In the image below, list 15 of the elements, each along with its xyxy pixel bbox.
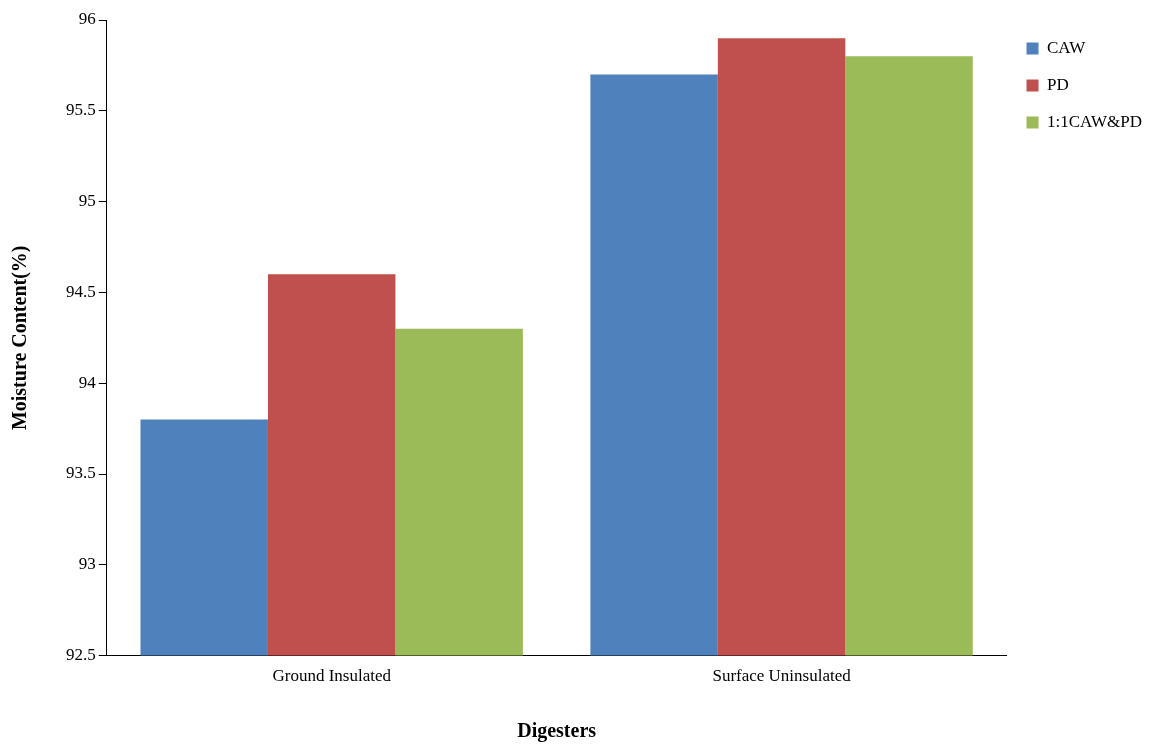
legend-label: PD xyxy=(1047,74,1069,94)
y-tick-label: 94 xyxy=(78,372,97,392)
y-tick-label: 92.5 xyxy=(66,645,96,665)
legend-label: 1:1CAW&PD xyxy=(1047,111,1143,131)
y-tick-label: 95.5 xyxy=(66,100,96,120)
y-tick-label: 94.5 xyxy=(66,281,96,301)
y-tick-label: 93.5 xyxy=(66,463,96,483)
y-tick-label: 96 xyxy=(78,9,96,29)
x-tick-label: Ground Insulated xyxy=(272,666,392,686)
y-tick-label: 93 xyxy=(78,554,96,574)
y-tick-label: 95 xyxy=(78,191,96,211)
x-axis-title: Digesters xyxy=(517,719,597,743)
legend-label: CAW xyxy=(1047,37,1087,57)
x-tick-label: Surface Uninsulated xyxy=(712,666,852,686)
y-axis-title: Moisture Content(%) xyxy=(8,245,32,431)
